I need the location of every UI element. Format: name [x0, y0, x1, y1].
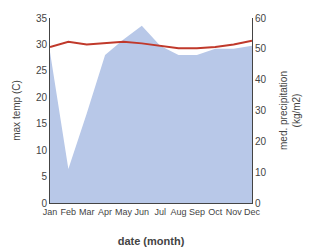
svg-text:20: 20: [255, 136, 267, 147]
svg-text:15: 15: [36, 118, 48, 129]
svg-text:60: 60: [255, 13, 267, 24]
svg-text:50: 50: [255, 43, 267, 54]
svg-text:40: 40: [255, 74, 267, 85]
svg-text:10: 10: [255, 167, 267, 178]
svg-text:20: 20: [36, 92, 48, 103]
svg-text:Jun: Jun: [135, 207, 150, 217]
svg-text:Dec: Dec: [244, 207, 261, 217]
svg-text:Mar: Mar: [79, 207, 95, 217]
svg-text:Sep: Sep: [189, 207, 205, 217]
svg-text:Feb: Feb: [61, 207, 77, 217]
svg-text:Aug: Aug: [171, 207, 187, 217]
svg-text:Oct: Oct: [208, 207, 223, 217]
svg-text:max temp (C): max temp (C): [11, 80, 22, 141]
svg-text:Nov: Nov: [226, 207, 243, 217]
svg-text:date (month): date (month): [118, 235, 185, 247]
svg-text:Jul: Jul: [154, 207, 166, 217]
svg-text:10: 10: [36, 145, 48, 156]
svg-text:0: 0: [41, 198, 47, 209]
svg-text:5: 5: [41, 171, 47, 182]
svg-text:25: 25: [36, 65, 48, 76]
svg-text:0: 0: [255, 198, 261, 209]
svg-text:30: 30: [36, 39, 48, 50]
svg-text:med. precipitation(kg/m2): med. precipitation(kg/m2): [278, 71, 302, 150]
svg-text:30: 30: [255, 105, 267, 116]
svg-text:Apr: Apr: [98, 207, 112, 217]
svg-text:Jan: Jan: [43, 207, 58, 217]
svg-text:May: May: [115, 207, 133, 217]
svg-text:35: 35: [36, 13, 48, 24]
